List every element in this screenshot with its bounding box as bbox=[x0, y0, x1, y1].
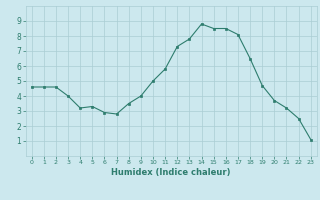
X-axis label: Humidex (Indice chaleur): Humidex (Indice chaleur) bbox=[111, 168, 231, 177]
